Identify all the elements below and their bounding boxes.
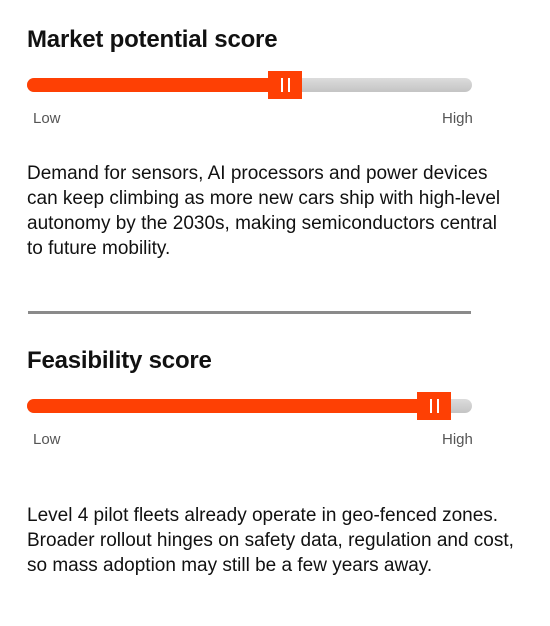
feasibility-slider-thumb[interactable] (417, 392, 452, 420)
market-potential-description: Demand for sensors, AI processors and po… (27, 163, 501, 259)
feasibility-high-label: High (442, 431, 473, 448)
pause-grip-icon (436, 399, 439, 413)
market-potential-high-label: High (442, 110, 473, 127)
market-potential-slider-fill (27, 78, 286, 92)
feasibility-slider-fill (27, 399, 435, 413)
market-potential-slider-thumb[interactable] (268, 71, 303, 99)
feasibility-slider[interactable] (27, 392, 472, 420)
pause-grip-icon (429, 399, 432, 413)
market-potential-title: Market potential score (27, 26, 278, 53)
pause-grip-icon (287, 78, 290, 92)
feasibility-low-label: Low (33, 431, 61, 448)
feasibility-description: Level 4 pilot fleets already operate in … (27, 505, 514, 576)
market-potential-slider[interactable] (27, 71, 472, 99)
section-divider (28, 311, 471, 314)
pause-grip-icon (280, 78, 283, 92)
feasibility-title: Feasibility score (27, 347, 212, 374)
market-potential-low-label: Low (33, 110, 61, 127)
